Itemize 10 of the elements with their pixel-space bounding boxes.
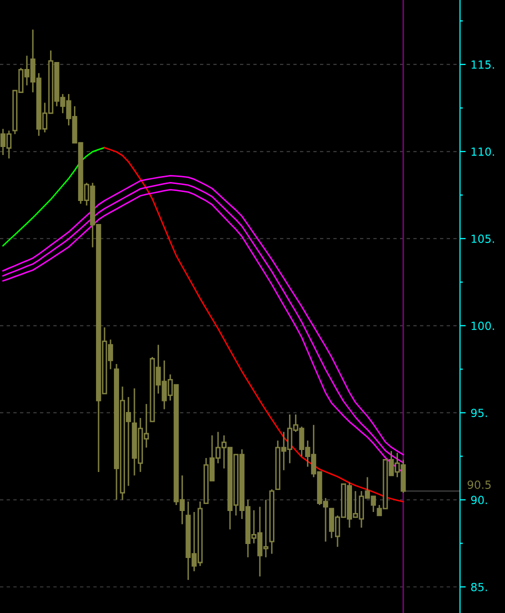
line-series	[104, 146, 404, 502]
line-series	[2, 146, 106, 246]
y-tick-label: 100.	[472, 322, 494, 330]
y-tick-label: 95.	[471, 408, 487, 418]
y-tick-label: 110.	[472, 147, 494, 156]
y-tick-label: 105.	[472, 234, 494, 243]
ref-line-label: 90.5	[468, 480, 491, 489]
y-tick-label: 90.	[471, 496, 487, 504]
y-tick-label: 85.	[471, 582, 487, 592]
y-tick-label: 115.	[472, 60, 494, 69]
